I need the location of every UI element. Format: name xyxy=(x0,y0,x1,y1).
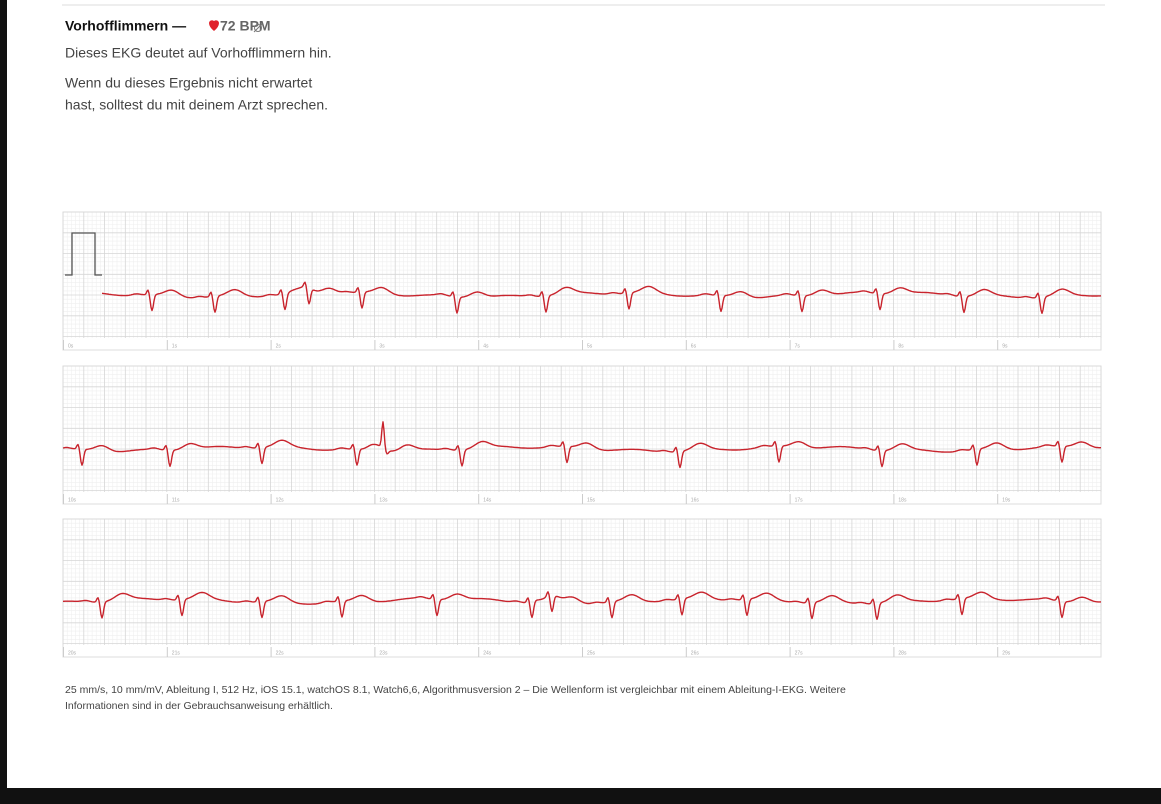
time-label: 9s xyxy=(1002,343,1008,349)
minor-grid xyxy=(63,366,1101,492)
time-label: 17s xyxy=(795,497,804,503)
time-label: 16s xyxy=(691,497,700,503)
major-grid xyxy=(62,365,1102,492)
heart-icon xyxy=(209,20,219,31)
time-label: 12s xyxy=(276,497,285,503)
time-label: 10s xyxy=(68,497,77,503)
time-label: 5s xyxy=(587,343,593,349)
advice-line: Wenn du dieses Ergebnis nicht erwartet xyxy=(65,75,312,91)
time-label: 1s xyxy=(172,343,178,349)
major-grid xyxy=(62,211,1102,338)
time-label: 6s xyxy=(691,343,697,349)
ecg-trace xyxy=(101,281,1102,314)
no-symbol-icon xyxy=(253,23,263,33)
ecg-strips: 0s 1s 2s 3s 4s 5s 6s 7s 8s 9s 10s 11s 12s 13s 14s 15s 16… xyxy=(62,211,1102,658)
time-label: 4s xyxy=(483,343,489,349)
time-label: 24s xyxy=(483,650,492,656)
time-label: 15s xyxy=(587,497,596,503)
minor-grid xyxy=(63,519,1101,645)
time-label: 25s xyxy=(587,650,596,656)
time-label: 20s xyxy=(68,650,77,656)
time-label: 0s xyxy=(68,343,74,349)
time-label: 29s xyxy=(1002,650,1011,656)
time-label: 14s xyxy=(483,497,492,503)
summary: Dieses EKG deutet auf Vorhofflimmern hin… xyxy=(65,45,332,61)
time-label: 19s xyxy=(1002,497,1011,503)
time-label: 28s xyxy=(898,650,907,656)
time-label: 18s xyxy=(898,497,907,503)
time-label: 27s xyxy=(795,650,804,656)
time-label: 13s xyxy=(379,497,388,503)
ecg-trace xyxy=(62,421,1101,469)
time-label: 22s xyxy=(276,650,285,656)
footer-line: Informationen sind in der Gebrauchsanwei… xyxy=(65,700,333,712)
time-label: 3s xyxy=(379,343,385,349)
time-label: 26s xyxy=(691,650,700,656)
time-label: 21s xyxy=(172,650,181,656)
footer-line: 25 mm/s, 10 mm/mV, Ableitung I, 512 Hz, … xyxy=(65,684,846,696)
time-label: 11s xyxy=(172,497,180,503)
advice-line: hast, solltest du mit deinem Arzt sprech… xyxy=(65,97,328,113)
major-grid xyxy=(62,518,1102,645)
time-label: 8s xyxy=(898,343,904,349)
bpm: 72 BPM xyxy=(220,18,271,34)
calibration-pulse xyxy=(65,232,102,276)
ecg-trace xyxy=(63,591,1101,620)
time-label: 7s xyxy=(795,343,801,349)
time-label: 23s xyxy=(379,650,388,656)
time-label: 2s xyxy=(276,343,282,349)
title: Vorhofflimmern — xyxy=(65,18,186,34)
